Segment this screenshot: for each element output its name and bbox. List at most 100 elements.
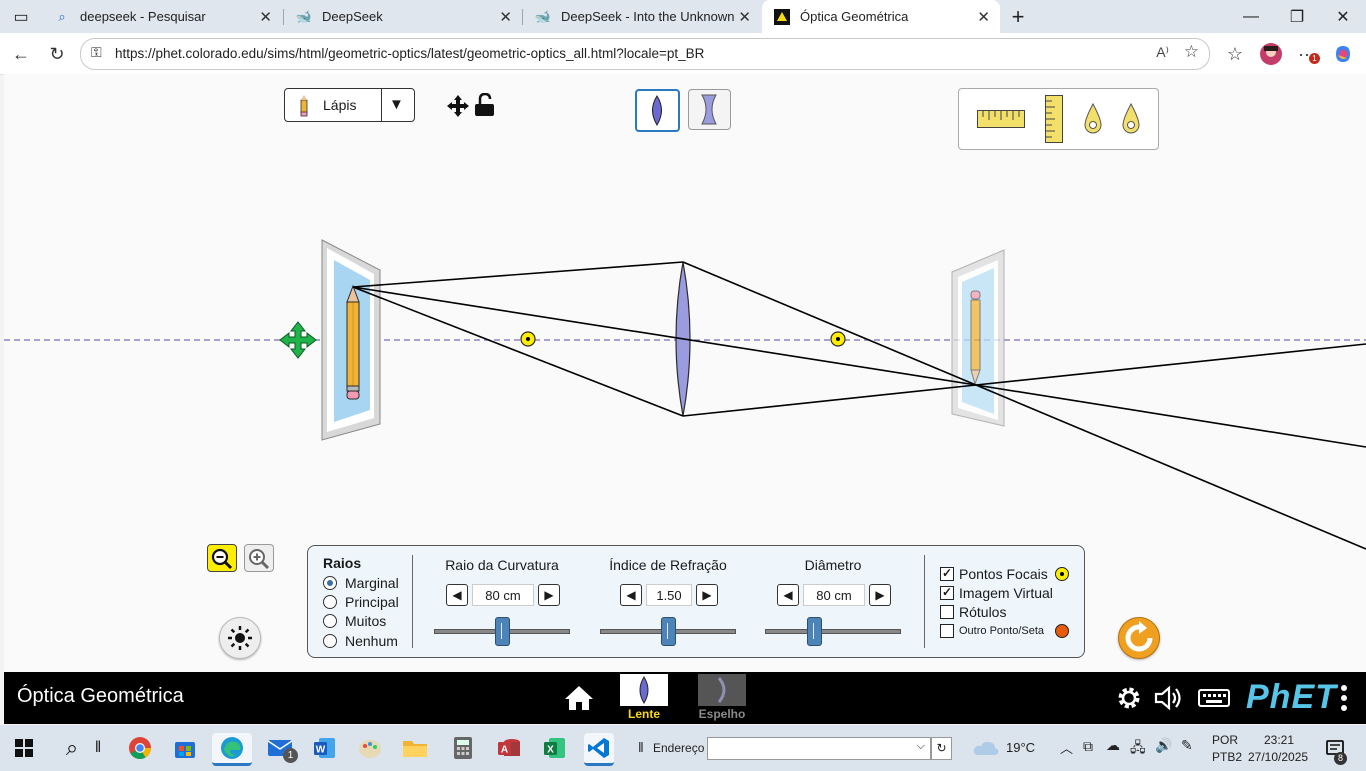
screen-mirror-button[interactable]: Espelho: [698, 674, 746, 721]
network-icon[interactable]: 🖧: [1130, 739, 1146, 755]
home-button[interactable]: [564, 684, 594, 712]
checkbox-virtual-image[interactable]: ✓: [940, 585, 954, 600]
pen-icon[interactable]: ✎: [1181, 737, 1193, 753]
home-icon: [565, 686, 593, 710]
light-toggle-button[interactable]: [219, 617, 261, 659]
back-button[interactable]: ←: [12, 43, 30, 64]
volume-icon[interactable]: 🔊: [1155, 737, 1173, 753]
focal-point-left[interactable]: [520, 331, 536, 347]
file-explorer-icon[interactable]: [400, 733, 430, 763]
phet-logo[interactable]: PhET: [1246, 678, 1337, 716]
copilot-icon[interactable]: [1328, 39, 1358, 69]
decrement-button[interactable]: ◀: [620, 584, 642, 606]
tab-deepseek-unknown[interactable]: 🐋 DeepSeek - Into the Unknown ✕: [523, 0, 761, 33]
radio-label: Principal: [345, 594, 399, 610]
restore-button[interactable]: ❐: [1289, 8, 1305, 26]
radio-marginal[interactable]: [323, 576, 337, 590]
reset-all-button[interactable]: [1118, 617, 1160, 659]
checkbox-labels[interactable]: [940, 605, 954, 619]
weather-cloud-icon[interactable]: [970, 733, 1002, 763]
focal-point-marker-icon[interactable]: [1121, 103, 1141, 135]
increment-button[interactable]: ▶: [869, 584, 891, 606]
slider-thumb[interactable]: [807, 617, 822, 646]
clock-date[interactable]: 27/10/2025: [1248, 750, 1309, 764]
access-icon[interactable]: A: [494, 733, 524, 763]
meet-now-icon[interactable]: ⧉: [1083, 738, 1093, 754]
favorites-icon[interactable]: ☆: [1226, 43, 1244, 64]
zoom-out-button[interactable]: [207, 544, 237, 572]
close-icon[interactable]: ✕: [738, 9, 751, 26]
task-view-icon[interactable]: ‖: [94, 739, 102, 756]
slider-thumb[interactable]: [661, 617, 676, 646]
calculator-icon[interactable]: [448, 733, 478, 763]
chevron-up-icon[interactable]: ︿: [1060, 741, 1074, 756]
focal-point-marker-icon[interactable]: [1083, 103, 1103, 135]
light-rays: [352, 261, 1366, 550]
object-pencil[interactable]: [321, 239, 381, 441]
edge-icon[interactable]: [212, 733, 252, 766]
settings-button[interactable]: [1116, 685, 1142, 711]
close-icon[interactable]: ✕: [499, 9, 512, 26]
tab-search[interactable]: ⌕ deepseek - Pesquisar ✕: [42, 0, 282, 33]
sound-button[interactable]: [1154, 685, 1184, 711]
keyboard-layout[interactable]: PTB2: [1212, 750, 1243, 764]
radio-nenhum[interactable]: [323, 634, 337, 648]
clock-time[interactable]: 23:21: [1264, 733, 1295, 747]
close-window-button[interactable]: ✕: [1336, 8, 1350, 26]
ruler-vertical-icon[interactable]: [1045, 95, 1063, 143]
phet-menu-button[interactable]: [1340, 684, 1348, 712]
language-code[interactable]: POR: [1212, 733, 1239, 747]
tab-optica-geometrica[interactable]: Óptica Geométrica ✕: [762, 0, 1000, 33]
divider: [412, 555, 413, 648]
store-icon[interactable]: [170, 733, 200, 763]
focal-point-right[interactable]: [830, 331, 846, 347]
tab-actions-icon[interactable]: ▭: [13, 8, 29, 26]
decrement-button[interactable]: ◀: [446, 584, 468, 606]
new-tab-button[interactable]: +: [1011, 3, 1025, 29]
avatar[interactable]: [1256, 39, 1286, 69]
radio-label: Nenhum: [345, 633, 398, 649]
ruler-horizontal-icon[interactable]: [977, 110, 1025, 128]
radio-principal[interactable]: [323, 595, 337, 609]
favorite-star-icon[interactable]: ☆: [1183, 42, 1199, 61]
move-handle-icon[interactable]: [279, 321, 317, 359]
slider-thumb[interactable]: [495, 617, 510, 646]
decrement-button[interactable]: ◀: [777, 584, 799, 606]
read-aloud-icon[interactable]: A⁾: [1156, 44, 1169, 60]
search-icon[interactable]: ⌕: [65, 735, 79, 760]
vscode-icon[interactable]: [584, 733, 614, 766]
word-icon[interactable]: W: [310, 733, 340, 763]
excel-icon[interactable]: X: [540, 733, 570, 763]
close-icon[interactable]: ✕: [977, 9, 990, 26]
checkbox-second-point[interactable]: [940, 624, 954, 638]
cloud-sync-icon[interactable]: ☁: [1106, 737, 1120, 753]
move-arrows-icon[interactable]: [446, 94, 470, 118]
close-icon[interactable]: ✕: [259, 9, 272, 26]
keyboard-help-button[interactable]: [1198, 687, 1230, 709]
convex-lens-button[interactable]: [635, 89, 680, 132]
go-button[interactable]: ↻: [931, 737, 952, 760]
checkbox-focal-points[interactable]: ✓: [940, 566, 954, 581]
deepseek-whale-icon: 🐋: [534, 8, 552, 24]
object-selector[interactable]: Lápis ▼: [284, 88, 415, 122]
minimize-button[interactable]: —: [1243, 7, 1259, 25]
unlock-icon[interactable]: [474, 93, 496, 117]
radio-muitos[interactable]: [323, 614, 337, 628]
lens-screen-icon: [620, 674, 668, 706]
address-toolbar-input[interactable]: ⌵: [707, 737, 931, 760]
zoom-in-button[interactable]: [244, 544, 274, 572]
start-button[interactable]: [9, 733, 39, 763]
chrome-icon[interactable]: [125, 733, 155, 763]
refresh-button[interactable]: ↻: [49, 43, 65, 64]
address-bar[interactable]: ⚿ https://phet.colorado.edu/sims/html/ge…: [80, 38, 1210, 70]
increment-button[interactable]: ▶: [538, 584, 560, 606]
weather-temperature: 19°C: [1006, 740, 1036, 755]
site-info-icon[interactable]: ⚿: [91, 44, 102, 60]
tab-deepseek[interactable]: 🐋 DeepSeek ✕: [284, 0, 522, 33]
screen-lens-button[interactable]: Lente: [620, 674, 668, 721]
paint-icon[interactable]: [355, 733, 385, 763]
tab-title: Óptica Geométrica: [800, 9, 909, 24]
concave-lens-button[interactable]: [688, 89, 731, 130]
slider-value: 80 cm: [803, 584, 865, 606]
increment-button[interactable]: ▶: [696, 584, 718, 606]
